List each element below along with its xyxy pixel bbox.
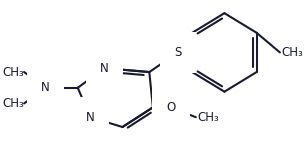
Text: N: N (100, 62, 109, 75)
Text: S: S (174, 46, 181, 59)
Text: N: N (86, 111, 95, 124)
Text: CH₃: CH₃ (282, 46, 304, 59)
Text: CH₃: CH₃ (198, 111, 219, 124)
Text: CH₃: CH₃ (2, 97, 24, 110)
Text: O: O (166, 101, 175, 114)
Text: CH₃: CH₃ (2, 66, 24, 79)
Text: N: N (41, 81, 50, 94)
